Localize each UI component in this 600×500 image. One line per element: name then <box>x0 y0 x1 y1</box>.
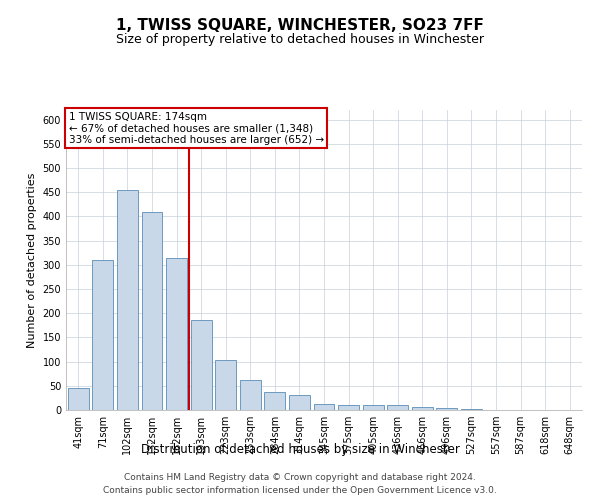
Text: Contains HM Land Registry data © Crown copyright and database right 2024.: Contains HM Land Registry data © Crown c… <box>124 472 476 482</box>
Bar <box>314 404 334 410</box>
Bar <box>387 405 408 410</box>
Bar <box>191 320 212 410</box>
Bar <box>436 408 457 410</box>
Bar <box>117 190 138 410</box>
Bar <box>265 392 286 410</box>
Text: Distribution of detached houses by size in Winchester: Distribution of detached houses by size … <box>140 442 460 456</box>
Bar <box>461 409 482 410</box>
Bar <box>142 212 163 410</box>
Bar <box>215 360 236 410</box>
Bar <box>338 405 359 410</box>
Bar <box>92 260 113 410</box>
Bar <box>166 258 187 410</box>
Bar <box>240 380 261 410</box>
Y-axis label: Number of detached properties: Number of detached properties <box>27 172 37 348</box>
Text: Size of property relative to detached houses in Winchester: Size of property relative to detached ho… <box>116 32 484 46</box>
Bar <box>68 388 89 410</box>
Text: 1, TWISS SQUARE, WINCHESTER, SO23 7FF: 1, TWISS SQUARE, WINCHESTER, SO23 7FF <box>116 18 484 32</box>
Text: Contains public sector information licensed under the Open Government Licence v3: Contains public sector information licen… <box>103 486 497 495</box>
Text: 1 TWISS SQUARE: 174sqm
← 67% of detached houses are smaller (1,348)
33% of semi-: 1 TWISS SQUARE: 174sqm ← 67% of detached… <box>68 112 324 144</box>
Bar <box>289 396 310 410</box>
Bar <box>412 407 433 410</box>
Bar <box>362 404 383 410</box>
